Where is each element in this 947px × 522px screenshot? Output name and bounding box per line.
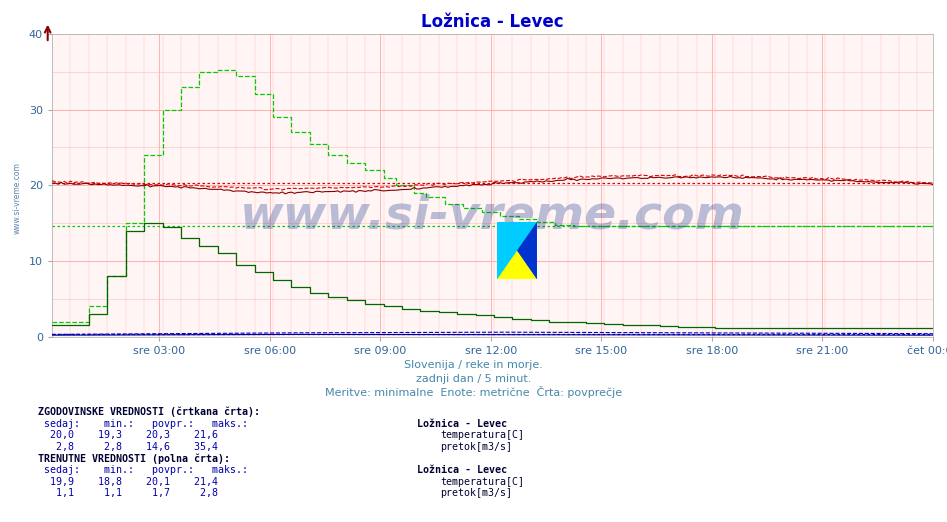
Text: zadnji dan / 5 minut.: zadnji dan / 5 minut.	[416, 374, 531, 384]
Text: pretok[m3/s]: pretok[m3/s]	[440, 489, 512, 499]
Text: temperatura[C]: temperatura[C]	[440, 477, 525, 487]
Text: sedaj:    min.:   povpr.:   maks.:: sedaj: min.: povpr.: maks.:	[38, 466, 248, 476]
Text: ZGODOVINSKE VREDNOSTI (črtkana črta):: ZGODOVINSKE VREDNOSTI (črtkana črta):	[38, 407, 259, 417]
Text: 19,9    18,8    20,1    21,4: 19,9 18,8 20,1 21,4	[38, 477, 218, 487]
Title: Ložnica - Levec: Ložnica - Levec	[421, 13, 563, 31]
Text: Ložnica - Levec: Ložnica - Levec	[417, 466, 507, 476]
Text: www.si-vreme.com: www.si-vreme.com	[240, 193, 745, 238]
Text: Meritve: minimalne  Enote: metrične  Črta: povprečje: Meritve: minimalne Enote: metrične Črta:…	[325, 386, 622, 398]
Text: TRENUTNE VREDNOSTI (polna črta):: TRENUTNE VREDNOSTI (polna črta):	[38, 454, 230, 464]
Polygon shape	[497, 251, 537, 279]
Text: temperatura[C]: temperatura[C]	[440, 431, 525, 441]
Text: www.si-vreme.com: www.si-vreme.com	[12, 162, 22, 234]
Polygon shape	[497, 222, 537, 279]
Text: sedaj:    min.:   povpr.:   maks.:: sedaj: min.: povpr.: maks.:	[38, 419, 248, 429]
Text: 2,8     2,8    14,6    35,4: 2,8 2,8 14,6 35,4	[38, 442, 218, 452]
Text: 1,1     1,1     1,7     2,8: 1,1 1,1 1,7 2,8	[38, 489, 218, 499]
Polygon shape	[517, 222, 537, 279]
Text: 20,0    19,3    20,3    21,6: 20,0 19,3 20,3 21,6	[38, 431, 218, 441]
Text: pretok[m3/s]: pretok[m3/s]	[440, 442, 512, 452]
Text: Ložnica - Levec: Ložnica - Levec	[417, 419, 507, 429]
Text: Slovenija / reke in morje.: Slovenija / reke in morje.	[404, 360, 543, 370]
